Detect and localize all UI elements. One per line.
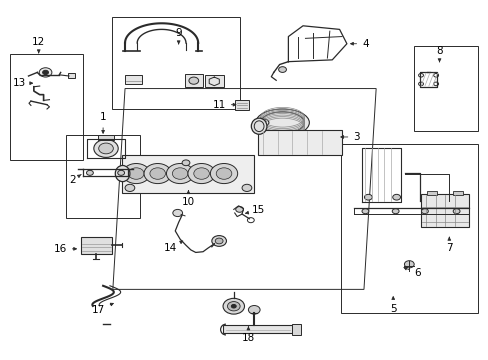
Circle shape [42,70,48,75]
Circle shape [128,168,144,179]
Text: 12: 12 [32,37,45,53]
Text: 7: 7 [445,237,452,253]
Text: 15: 15 [245,206,264,216]
Bar [81,237,112,253]
Circle shape [187,163,215,184]
Circle shape [404,261,413,268]
Circle shape [364,194,371,200]
Circle shape [172,168,187,179]
Circle shape [361,209,368,214]
Bar [98,135,114,140]
Text: 3: 3 [340,132,359,142]
Text: 10: 10 [182,191,195,207]
Circle shape [118,170,124,175]
Bar [452,192,462,195]
Bar [292,324,300,335]
Circle shape [99,143,113,154]
Text: 17: 17 [91,303,113,315]
Circle shape [235,207,243,212]
Circle shape [166,163,193,184]
Circle shape [223,298,244,314]
Circle shape [227,302,240,311]
Bar [413,45,477,131]
Text: 14: 14 [163,241,183,253]
Ellipse shape [255,109,309,136]
Circle shape [278,67,286,72]
Circle shape [215,238,223,244]
Bar [222,325,293,333]
Circle shape [39,68,52,77]
Text: 2: 2 [69,174,81,185]
Bar [234,100,249,110]
Circle shape [421,209,427,214]
Text: 18: 18 [241,327,255,343]
Bar [420,194,468,226]
Circle shape [210,163,237,184]
Text: 16: 16 [54,244,76,254]
Circle shape [248,306,260,314]
Bar [184,74,203,87]
Circle shape [392,194,400,200]
Bar [258,130,341,155]
Circle shape [150,168,165,179]
Circle shape [231,305,236,308]
Text: 9: 9 [175,28,182,44]
Circle shape [144,163,171,184]
Circle shape [452,209,459,214]
Bar [125,75,142,84]
Bar [112,17,239,109]
Ellipse shape [115,166,130,181]
Circle shape [391,209,398,214]
Ellipse shape [251,118,266,134]
Circle shape [211,235,226,246]
Circle shape [216,168,231,179]
Text: 1: 1 [100,112,106,133]
Circle shape [125,184,135,192]
Circle shape [182,160,189,166]
Bar [204,75,224,87]
Bar [340,144,477,313]
Bar [427,192,436,195]
Circle shape [193,168,209,179]
Text: 6: 6 [403,267,420,278]
Circle shape [86,170,93,175]
Text: 5: 5 [389,297,396,314]
Circle shape [188,77,198,84]
Circle shape [172,210,182,217]
Circle shape [94,139,118,157]
Text: 11: 11 [212,100,235,110]
Bar [68,73,75,78]
Bar [10,54,82,160]
Text: 4: 4 [350,39,368,49]
Bar [122,155,254,193]
Circle shape [242,184,251,192]
Text: 8: 8 [435,46,442,62]
Circle shape [122,163,150,184]
Text: 13: 13 [13,78,33,88]
Bar [65,135,140,218]
